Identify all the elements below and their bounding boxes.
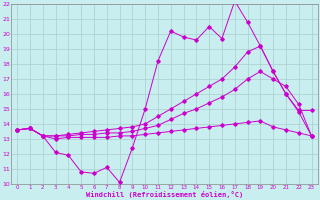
X-axis label: Windchill (Refroidissement éolien,°C): Windchill (Refroidissement éolien,°C) (86, 191, 243, 198)
